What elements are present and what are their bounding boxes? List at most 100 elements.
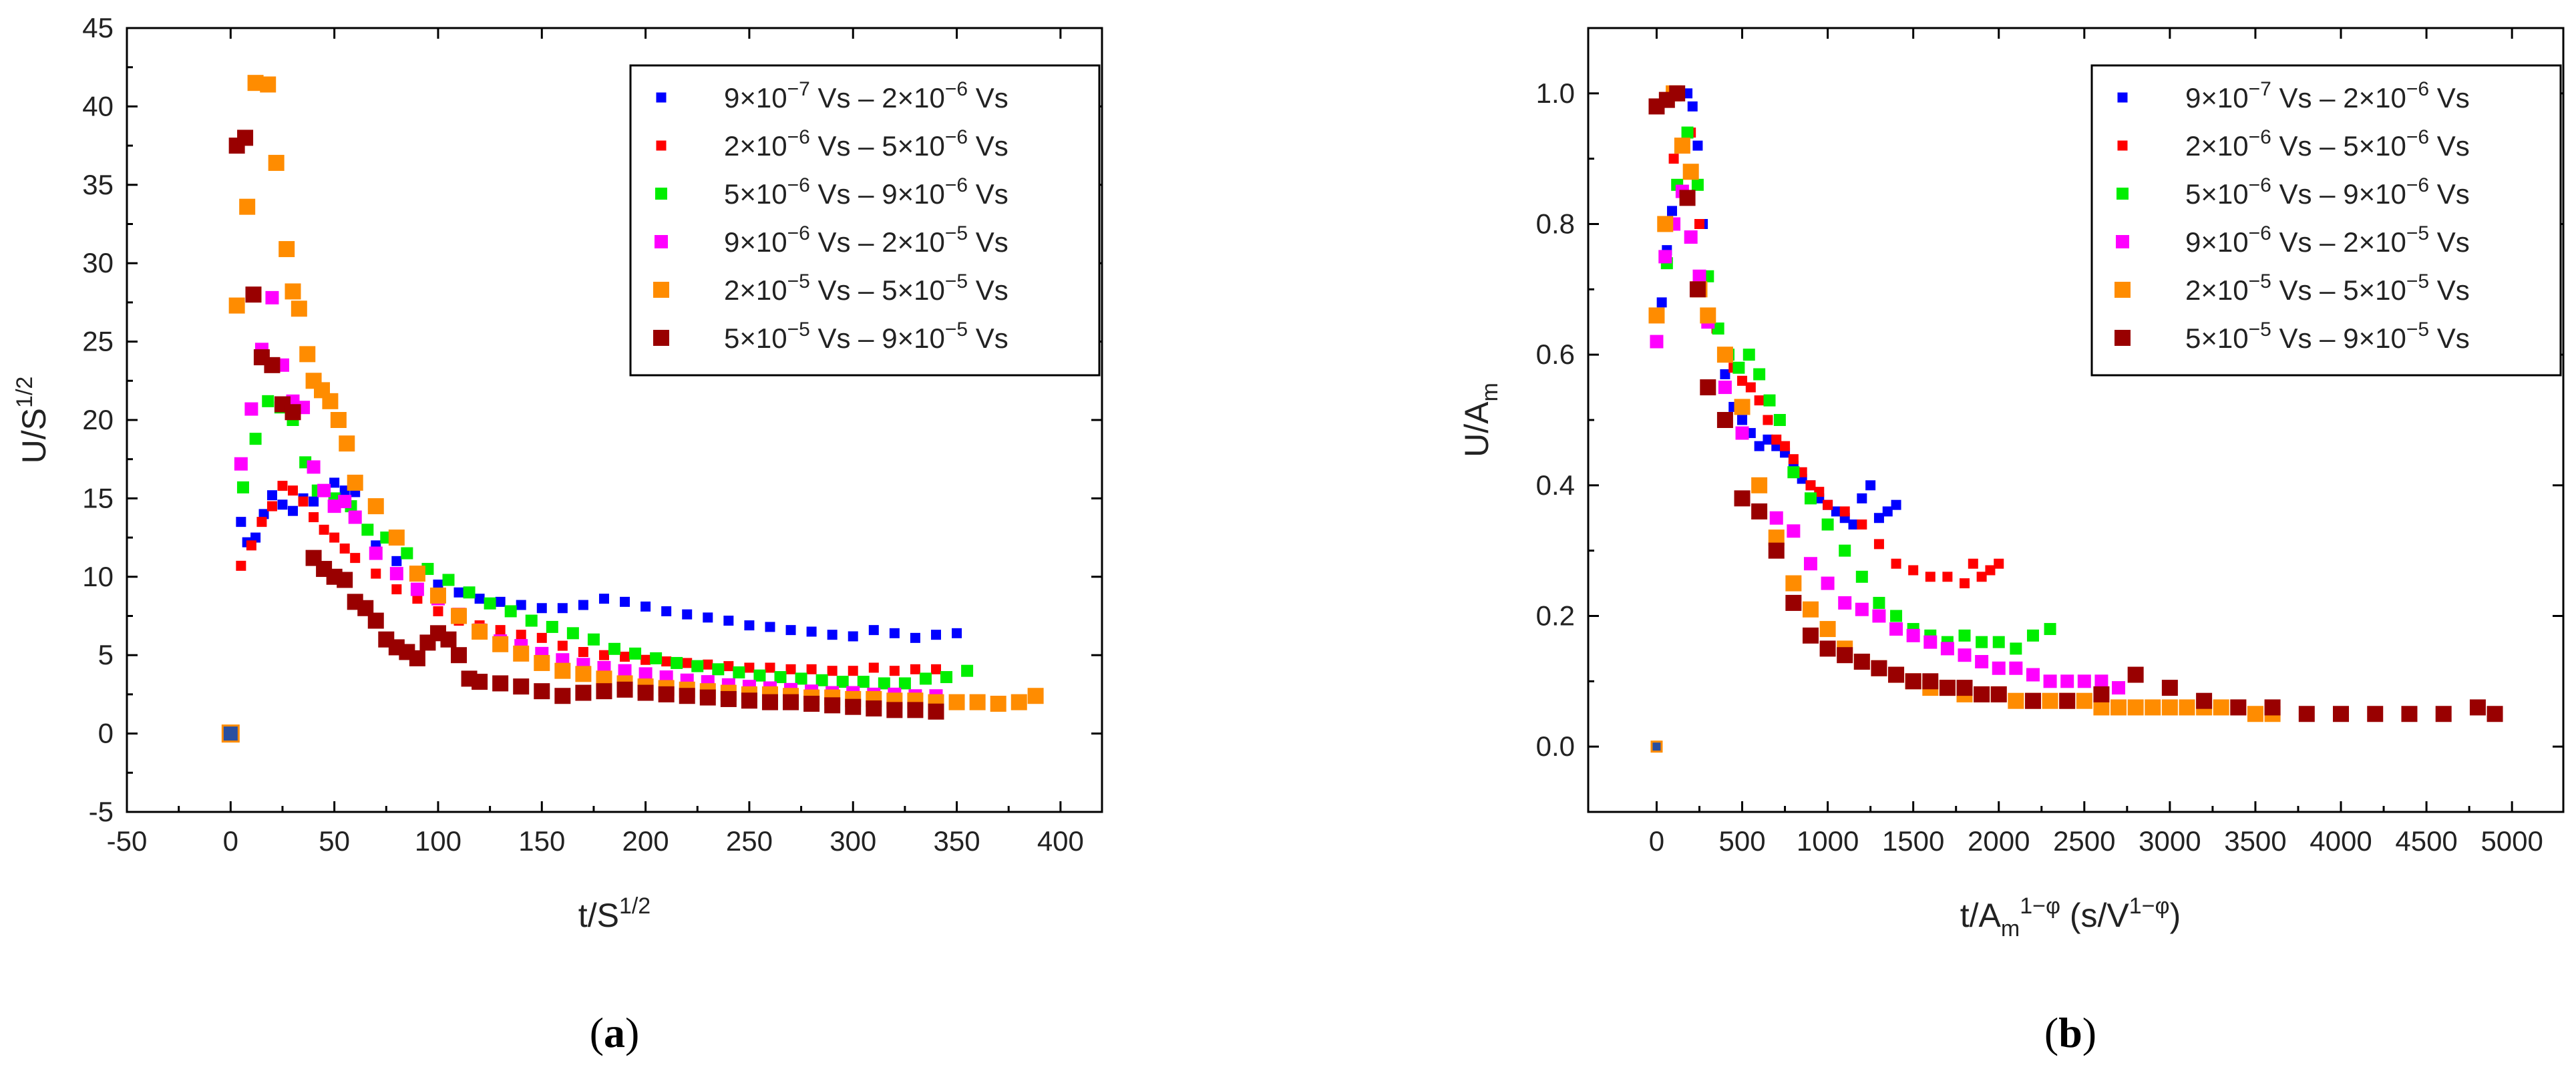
data-point-s3 [1763, 394, 1776, 407]
y-tick-label: 15 [82, 482, 114, 513]
data-point-s3 [795, 672, 807, 685]
legend-marker-s2 [2117, 140, 2128, 151]
data-point-s1 [765, 622, 775, 632]
data-point-s3 [361, 523, 374, 536]
data-point-s5 [554, 662, 571, 679]
data-point-s4 [2060, 674, 2074, 688]
x-axis-title-a: t/S1/2 [578, 893, 651, 934]
data-point-s2 [1814, 487, 1825, 497]
data-point-s4 [1855, 602, 1869, 616]
legend-label-s4: 9×10−6 Vs – 2×10−5 Vs [724, 222, 1008, 258]
data-point-s1 [453, 587, 464, 598]
data-point-s1 [1650, 740, 1663, 753]
data-point-s1 [868, 625, 879, 636]
data-point-s4 [234, 457, 248, 471]
data-point-s1 [703, 612, 713, 623]
data-point-s6 [658, 686, 675, 702]
data-point-s5 [1734, 399, 1751, 415]
data-point-s5 [221, 724, 240, 743]
data-point-s5 [534, 654, 550, 671]
data-point-s5 [330, 412, 347, 428]
data-point-s4 [410, 582, 424, 596]
legend-box-b [2090, 64, 2562, 377]
data-point-s2 [1823, 499, 1833, 510]
data-point-s3 [587, 633, 600, 646]
data-point-s2 [536, 632, 547, 643]
data-point-s5 [1716, 347, 1733, 363]
data-point-s6 [2093, 686, 2110, 702]
x-tick-label: 150 [518, 825, 565, 857]
data-point-s3 [898, 677, 911, 690]
data-point-s1 [682, 609, 693, 620]
data-point-s5 [596, 670, 612, 687]
data-point-s6 [554, 688, 571, 704]
data-point-s1 [930, 630, 941, 640]
data-point-s6 [2161, 680, 2178, 696]
data-point-s2 [309, 512, 319, 523]
panel-label-a: (a) [590, 1009, 640, 1056]
x-axis-title-b: t/Am1−φ (s/V1−φ) [1960, 893, 2181, 941]
x-tick-label: 500 [1718, 825, 1765, 857]
ticks-a: -50 0 50 100 150 200 250 300 350 400-505101520253… [82, 12, 1102, 857]
series-s6 [228, 130, 944, 720]
data-point-s4 [1684, 230, 1698, 244]
legend-label-s1: 9×10−7 Vs – 2×10−6 Vs [2185, 78, 2470, 114]
data-point-s3 [1732, 361, 1745, 374]
data-point-s5 [575, 666, 592, 682]
data-point-s2 [1839, 506, 1850, 517]
data-point-s2 [412, 594, 423, 604]
series-s3 [236, 395, 974, 690]
data-point-s3 [1839, 544, 1851, 557]
data-point-s5 [1700, 307, 1716, 324]
data-point-s2 [682, 658, 693, 668]
data-point-s5 [279, 241, 295, 258]
legend-marker-s3 [2117, 188, 2129, 200]
data-point-s3 [650, 652, 663, 664]
series-s4 [1650, 184, 2126, 695]
data-point-s6 [237, 130, 254, 146]
data-point-s2 [391, 584, 402, 595]
x-tick-label: 1000 [1797, 825, 1859, 857]
data-point-s6 [1669, 85, 1686, 101]
legend-a: 9×10−7 Vs – 2×10−6 Vs 2×10−6 Vs – 5×10−6 … [629, 64, 1101, 377]
data-point-s1 [1737, 415, 1748, 425]
data-point-s6 [440, 631, 457, 648]
y-tick-label: 10 [82, 561, 114, 592]
data-point-s1 [1882, 506, 1893, 517]
data-point-s5 [1802, 601, 1819, 618]
data-point-s3 [629, 647, 642, 660]
data-point-s4 [2094, 674, 2108, 688]
data-point-s1 [277, 499, 288, 510]
data-point-s2 [640, 654, 651, 665]
data-point-s5 [339, 435, 355, 452]
data-point-s4 [1821, 576, 1835, 590]
data-point-s3 [546, 620, 558, 633]
data-point-s2 [298, 496, 309, 507]
data-point-s3 [2044, 623, 2056, 636]
data-point-s5 [429, 587, 446, 604]
data-point-s6 [1751, 503, 1768, 519]
data-point-s2 [1797, 467, 1807, 477]
data-point-s2 [1668, 154, 1679, 164]
data-point-s2 [371, 568, 381, 579]
data-point-s5 [1682, 164, 1699, 180]
data-point-s4 [1992, 661, 2006, 675]
data-point-s6 [679, 688, 695, 704]
x-tick-label: 3500 [2224, 825, 2286, 857]
data-point-s5 [409, 566, 425, 582]
x-tick-label: 250 [726, 825, 773, 857]
data-point-s2 [910, 664, 920, 674]
data-point-s3 [1976, 636, 1988, 648]
data-point-s1 [952, 628, 962, 638]
data-point-s2 [1745, 382, 1756, 393]
data-point-s5 [239, 198, 256, 215]
data-point-s2 [723, 661, 734, 672]
data-point-s1 [250, 532, 261, 543]
data-point-s2 [1857, 519, 1867, 530]
data-point-s5 [322, 393, 339, 409]
data-point-s1 [1891, 499, 1901, 510]
data-point-s6 [2401, 706, 2418, 722]
data-point-s5 [513, 645, 530, 662]
data-point-s4 [348, 510, 362, 524]
x-tick-label: 2500 [2053, 825, 2115, 857]
